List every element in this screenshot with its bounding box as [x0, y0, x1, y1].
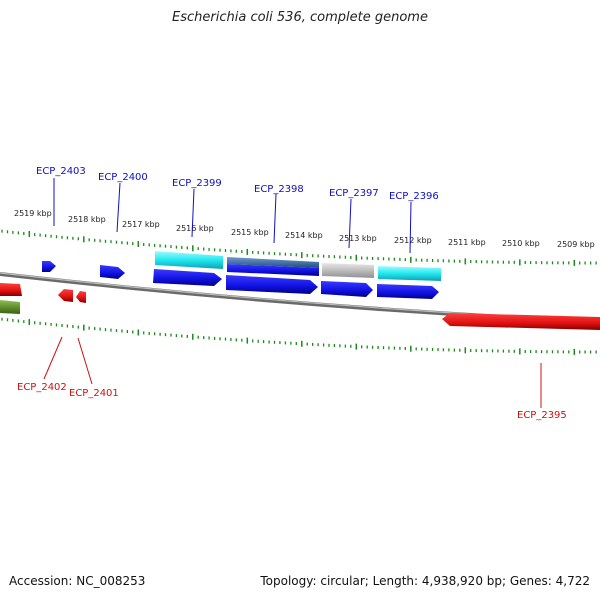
rna-feature-ecp2396[interactable]	[378, 266, 441, 281]
scale-label: 2509 kbp	[557, 240, 595, 249]
gene-label[interactable]: ECP_2395	[517, 410, 567, 421]
gene-labels: ECP_2403 ECP_2400 ECP_2399 ECP_2398 ECP_…	[17, 166, 567, 421]
gene-feature-ecp2403[interactable]	[42, 261, 56, 272]
outer-tick-track	[1, 229, 597, 266]
rna-feature-ecp2397[interactable]	[322, 263, 374, 278]
gene-label[interactable]: ECP_2400	[98, 172, 148, 183]
reverse-features	[0, 283, 600, 330]
rna-feature-ecp2398[interactable]	[227, 257, 319, 268]
gene-feature-ecp2396[interactable]	[377, 284, 439, 299]
map-title: Escherichia coli 536, complete genome	[172, 10, 428, 25]
gene-feature-left-olive[interactable]	[0, 300, 20, 314]
gene-feature-ecp2401[interactable]	[76, 291, 86, 303]
scale-label: 2518 kbp	[68, 215, 106, 224]
scale-label: 2515 kbp	[231, 228, 269, 237]
gene-feature-ecp2399[interactable]	[153, 269, 222, 286]
gene-label[interactable]: ECP_2398	[254, 184, 304, 195]
scale-label: 2510 kbp	[502, 239, 540, 248]
gene-label[interactable]: ECP_2399	[172, 178, 222, 189]
inner-tick-track	[1, 317, 597, 355]
gene-label[interactable]: ECP_2402	[17, 382, 67, 393]
gene-label[interactable]: ECP_2403	[36, 166, 86, 177]
scale-label: 2512 kbp	[394, 236, 432, 245]
gene-label[interactable]: ECP_2401	[69, 388, 119, 399]
rna-feature-ecp2399[interactable]	[155, 251, 223, 269]
scale-labels: 2519 kbp 2518 kbp 2517 kbp 2516 kbp 2515…	[14, 209, 595, 249]
label-leaders	[43, 178, 542, 408]
gene-feature-ecp2400[interactable]	[100, 265, 125, 279]
scale-label: 2519 kbp	[14, 209, 52, 218]
scale-label: 2514 kbp	[285, 231, 323, 240]
gene-feature-left-red[interactable]	[0, 283, 22, 296]
forward-features	[42, 251, 441, 299]
scale-label: 2517 kbp	[122, 220, 160, 229]
gene-feature-ecp2402[interactable]	[58, 289, 73, 302]
accession-text: Accession: NC_008253	[9, 574, 146, 588]
gene-label[interactable]: ECP_2396	[389, 191, 439, 202]
scale-label: 2516 kbp	[176, 224, 214, 233]
scale-label: 2513 kbp	[339, 234, 377, 243]
gene-feature-ecp2398[interactable]	[226, 275, 318, 294]
genome-summary-text: Topology: circular; Length: 4,938,920 bp…	[260, 574, 590, 588]
gene-feature-ecp2398-upper[interactable]	[227, 264, 319, 276]
gene-feature-ecp2397[interactable]	[321, 281, 373, 297]
gene-feature-ecp2395[interactable]	[442, 313, 600, 330]
scale-label: 2511 kbp	[448, 238, 486, 247]
gene-label[interactable]: ECP_2397	[329, 188, 379, 199]
